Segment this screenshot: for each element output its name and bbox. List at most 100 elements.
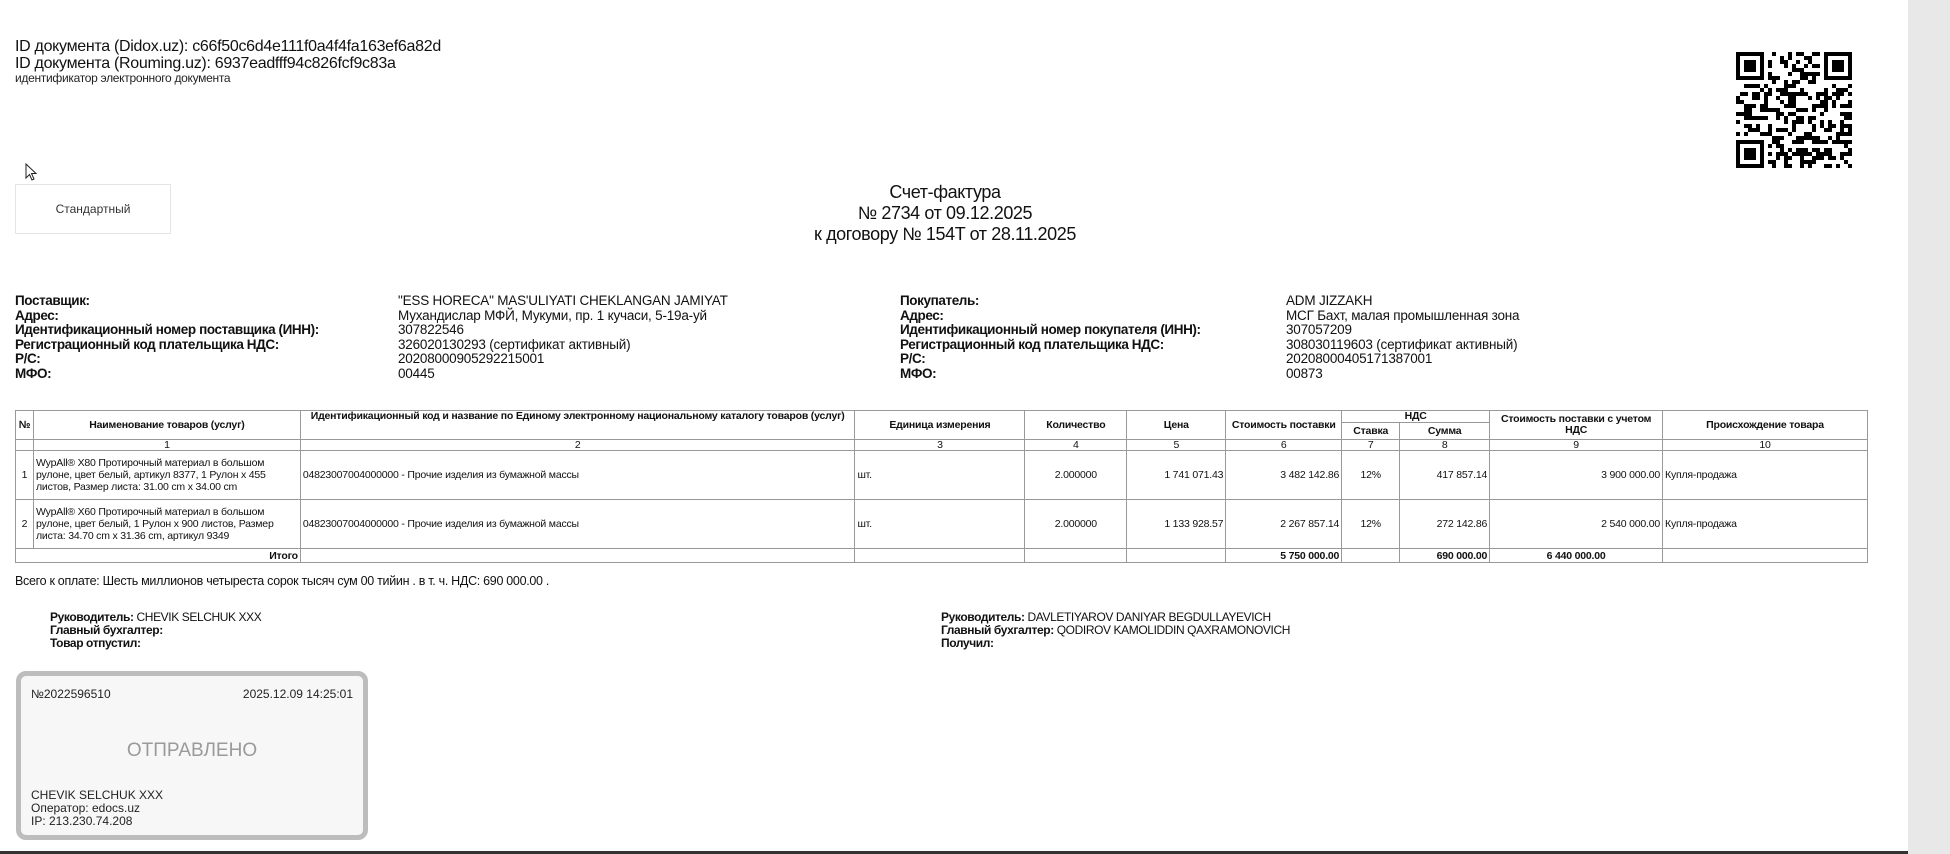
cell-unit: шт. <box>854 450 1026 500</box>
cell-no: 1 <box>15 450 34 500</box>
signature-name: QODIROV KAMOLIDDIN QAXRAMONOVICH <box>1056 623 1291 637</box>
seller-row: Адрес: Мухандислар МФЙ, Мукуми, пр. 1 куч… <box>15 308 728 324</box>
column-number: 4 <box>1024 439 1128 451</box>
header-qty: Количество <box>1024 410 1128 440</box>
cell-code: 04823007004000000 - Прочие изделия из бу… <box>299 499 856 549</box>
header-origin: Происхождение товара <box>1662 410 1868 440</box>
signature-label: Получил: <box>941 636 994 650</box>
seller-row: Поставщик: "ESS HORECA" MAS'ULIYATI CHEKL… <box>15 293 728 309</box>
buyer-label: Покупатель: <box>900 293 979 308</box>
seller-label: Идентификационный номер поставщика (ИНН)… <box>15 322 319 338</box>
header-price: Цена <box>1126 410 1227 440</box>
column-number-blank <box>15 439 34 451</box>
buyer-label: Идентификационный номер покупателя (ИНН)… <box>900 322 1201 338</box>
standard-view-button[interactable]: Стандартный <box>15 184 171 234</box>
table-row: 1 WypAll® X80 Протирочный материал в боль… <box>15 450 1868 500</box>
seller-row: Регистрационный код плательщика НДС: 3260… <box>15 336 728 353</box>
amount-in-words: Всего к оплате: Шесть миллионов четырест… <box>15 574 550 588</box>
signature-name: DAVLETIYAROV DANIYAR BEGDULLAYEVICH <box>1027 610 1272 624</box>
cell-price: 1 133 928.57 <box>1126 499 1227 549</box>
column-number: 8 <box>1399 439 1491 451</box>
seller-label: Р/С: <box>15 351 41 367</box>
scrollbar-track[interactable] <box>1908 0 1950 854</box>
signature-label: Товар отпустил: <box>50 636 141 650</box>
buyer-label: МФО: <box>900 365 937 381</box>
cell-rate: 12% <box>1341 499 1401 549</box>
header-name: Наименование товаров (услуг) <box>32 410 301 440</box>
seller-row: Р/С: 20208000905292215001 <box>15 352 728 367</box>
column-number: 5 <box>1126 439 1227 451</box>
contract-reference: к договору № 154T от 28.11.2025 <box>814 224 1076 244</box>
cell-rate: 12% <box>1341 450 1401 500</box>
seller-value: 326020130293 (сертификат активный) <box>398 336 631 352</box>
buyer-value: ADM JIZZAKH <box>1286 293 1373 308</box>
cell-origin: Купля-продажа <box>1662 499 1868 549</box>
buyer-value: 308030119603 (сертификат активный) <box>1286 336 1518 352</box>
cell-total: 2 540 000.00 <box>1489 499 1664 549</box>
totals-row: Итого 5 750 000.00 690 000.00 6 440 000.… <box>15 548 1868 563</box>
buyer-signatures: Руководитель: DAVLETIYAROV DANIYAR BEGDU… <box>941 611 1290 650</box>
buyer-row: Идентификационный номер покупателя (ИНН)… <box>900 323 1519 338</box>
signature-name: CHEVIK SELCHUK XXX <box>136 610 262 624</box>
cell-origin: Купля-продажа <box>1662 450 1868 500</box>
cell-cost: 2 267 857.14 <box>1225 499 1343 549</box>
column-number: 9 <box>1489 439 1664 451</box>
cell-unit: шт. <box>854 499 1026 549</box>
cell-sum: 272 142.86 <box>1399 499 1491 549</box>
stamp-number: №2022596510 <box>31 687 111 701</box>
cell-total: 3 900 000.00 <box>1489 450 1664 500</box>
stamp-status: ОТПРАВЛЕНО <box>126 740 258 761</box>
seller-value: "ESS HORECA" MAS'ULIYATI CHEKLANGAN JAMI… <box>398 293 728 308</box>
cell-qty: 2.000000 <box>1024 450 1128 500</box>
totals-with-vat: 6 440 000.00 <box>1489 548 1664 563</box>
signature-label: Руководитель: <box>50 610 134 624</box>
buyer-row: МФО: 00873 <box>900 365 1519 382</box>
signature-label: Главный бухгалтер: <box>50 623 163 637</box>
document-ids: ID документа (Didox.uz): c66f50c6d4e111f… <box>15 38 441 85</box>
buyer-row: Адрес: МСГ Бахт, малая промышленная зона <box>900 307 1520 324</box>
header-cost: Стоимость поставки <box>1225 410 1343 440</box>
cell-sum: 417 857.14 <box>1399 450 1491 500</box>
ids-caption: идентификатор электронного документа <box>15 71 231 85</box>
buyer-row: Р/С: 20208000405171387001 <box>900 352 1519 367</box>
invoice-title: Счет-фактура № 2734 от 09.12.2025 к дого… <box>645 182 1245 245</box>
stamp-signer: CHEVIK SELCHUK XXX <box>31 788 164 802</box>
seller-value: 307822546 <box>398 322 464 338</box>
seller-label: Регистрационный код плательщика НДС: <box>15 336 279 352</box>
buyer-label: Адрес: <box>900 307 944 323</box>
buyer-label: Регистрационный код плательщика НДС: <box>900 336 1164 352</box>
signature-line: Товар отпустил: <box>50 637 261 650</box>
buyer-value: 00873 <box>1286 365 1323 381</box>
table-row: 2 WypAll® X60 Протирочный материал в боль… <box>15 499 1868 549</box>
buyer-value: 20208000405171387001 <box>1286 351 1433 367</box>
column-numbers-row: 1 2 3 4 5 6 7 8 9 10 <box>15 439 1868 451</box>
cell-qty: 2.000000 <box>1024 499 1128 549</box>
header-total: Стоимость поставки с учетом НДС <box>1489 410 1664 440</box>
column-number: 6 <box>1225 439 1343 451</box>
qr-code <box>1736 52 1852 168</box>
buyer-label: Р/С: <box>900 351 926 367</box>
column-number: 10 <box>1662 439 1868 451</box>
header-vat: НДС <box>1341 410 1491 423</box>
cell-cost: 3 482 142.86 <box>1225 450 1343 500</box>
column-number: 1 <box>32 439 301 451</box>
signature-line: Главный бухгалтер: QODIROV KAMOLIDDIN QA… <box>941 624 1290 637</box>
seller-value: 00445 <box>398 365 435 381</box>
signature-line: Получил: <box>941 637 1290 650</box>
seller-info: Поставщик: "ESS HORECA" MAS'ULIYATI CHEKL… <box>15 293 728 382</box>
header-code: Идентификационный код и название по Един… <box>299 410 856 440</box>
seller-row: МФО: 00445 <box>15 365 728 382</box>
stamp-datetime: 2025.12.09 14:25:01 <box>242 687 353 701</box>
header-sum: Сумма <box>1399 422 1491 440</box>
signature-line: Руководитель: DAVLETIYAROV DANIYAR BEGDU… <box>941 611 1290 624</box>
totals-label: Итого <box>15 548 301 563</box>
stamp-ip: IP: 213.230.74.208 <box>31 814 133 828</box>
seller-signatures: Руководитель: CHEVIK SELCHUK XXX Главный … <box>50 610 262 650</box>
signature-line: Руководитель: CHEVIK SELCHUK XXX <box>50 610 262 624</box>
buyer-value: МСГ Бахт, малая промышленная зона <box>1286 307 1520 323</box>
bottom-border <box>0 851 1908 854</box>
didox-id: ID документа (Didox.uz): c66f50c6d4e111f… <box>15 38 441 55</box>
signature-label: Главный бухгалтер: <box>941 623 1054 637</box>
cell-name: WypAll® X60 Протирочный материал в больш… <box>32 499 301 549</box>
buyer-row: Регистрационный код плательщика НДС: 3080… <box>900 336 1519 353</box>
